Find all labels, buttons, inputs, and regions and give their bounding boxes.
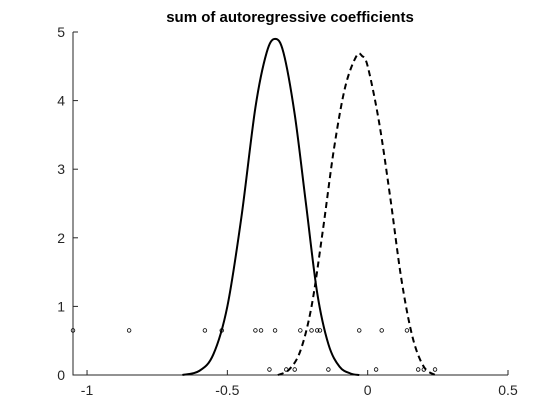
data-marker: [272, 328, 278, 333]
y-tick-label: 2: [57, 230, 65, 246]
data-marker: [326, 367, 331, 372]
y-tick-label: 1: [57, 298, 65, 314]
data-marker: [202, 328, 208, 333]
x-tick-label: -1: [81, 382, 94, 398]
x-tick-label: 0: [364, 382, 372, 398]
data-marker: [357, 328, 362, 333]
data-marker: [219, 328, 224, 333]
data-marker: [421, 367, 427, 372]
plot-area: [70, 37, 438, 376]
data-marker: [314, 328, 320, 333]
x-tick-label: -0.5: [215, 382, 239, 398]
y-tick-label: 4: [57, 93, 65, 109]
density-curve-solid: [182, 37, 360, 376]
chart-title: sum of autoregressive coefficients: [166, 9, 414, 26]
y-tick-label: 3: [57, 161, 65, 177]
x-tick-label: 0.5: [498, 382, 518, 398]
data-marker: [284, 367, 289, 372]
data-marker: [379, 328, 384, 333]
data-marker: [309, 328, 314, 333]
data-marker: [267, 367, 272, 372]
data-marker: [258, 328, 264, 333]
density-curve-dashed: [277, 52, 436, 376]
axes: -1 -0.5 0 0.5 0 1 2 3 4 5: [57, 24, 518, 398]
data-marker: [415, 367, 421, 372]
data-marker: [432, 367, 438, 372]
data-marker: [373, 367, 379, 372]
data-marker: [253, 328, 258, 333]
data-marker: [317, 328, 323, 333]
data-marker: [404, 328, 410, 333]
data-marker: [298, 328, 303, 333]
y-tick-label: 0: [57, 367, 65, 383]
data-marker: [126, 328, 132, 333]
y-tick-label: 5: [57, 24, 65, 40]
data-marker: [70, 328, 76, 333]
data-marker: [292, 367, 297, 372]
